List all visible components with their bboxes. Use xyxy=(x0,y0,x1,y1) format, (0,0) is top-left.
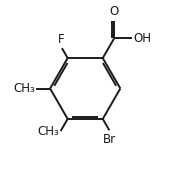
Text: F: F xyxy=(58,33,64,46)
Text: CH₃: CH₃ xyxy=(13,82,35,95)
Text: Br: Br xyxy=(103,133,116,146)
Text: O: O xyxy=(110,5,119,18)
Text: CH₃: CH₃ xyxy=(37,125,59,138)
Text: OH: OH xyxy=(133,32,151,45)
